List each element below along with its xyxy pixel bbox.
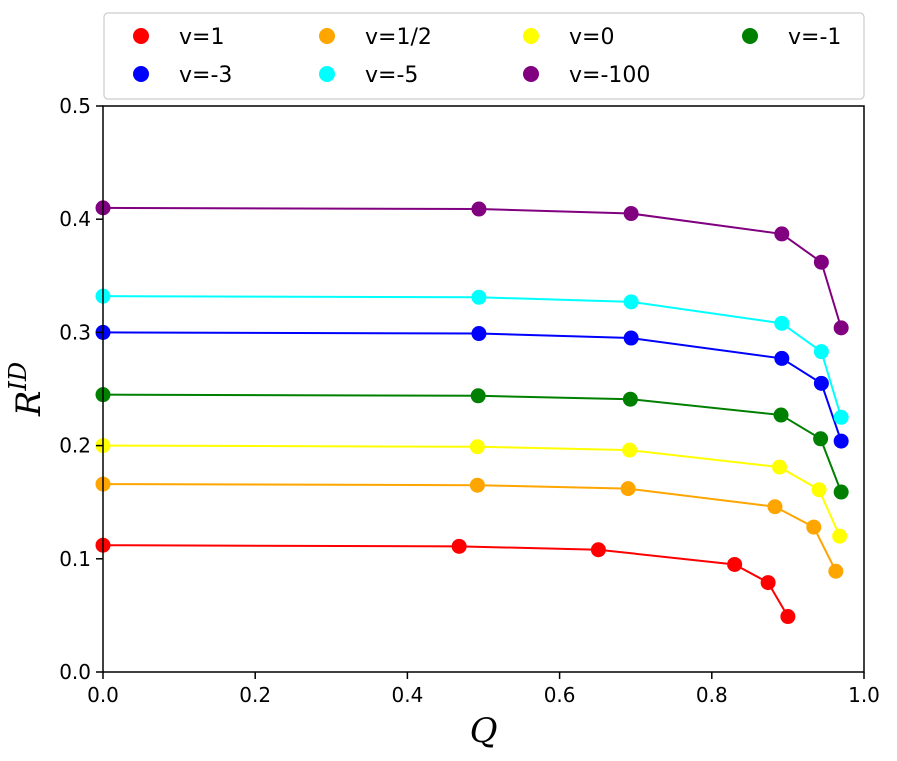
legend-label: v=1/2 [365, 25, 432, 50]
x-tick-label: 0.2 [239, 683, 271, 707]
legend-label: v=-5 [365, 63, 418, 88]
data-point [811, 482, 827, 498]
series-line [102, 544, 789, 618]
data-point [471, 289, 487, 305]
data-point [833, 320, 849, 336]
data-point [620, 481, 636, 497]
legend-marker [319, 28, 335, 44]
data-point [623, 206, 639, 222]
legend-marker [319, 66, 335, 82]
y-tick-label: 0.0 [59, 660, 91, 684]
data-point [760, 575, 776, 591]
x-tick-label: 0.6 [544, 683, 576, 707]
data-point [774, 315, 790, 331]
data-point [469, 439, 485, 455]
legend-label: v=1 [179, 25, 224, 50]
y-tick-label: 0.4 [59, 207, 91, 231]
data-point [590, 542, 606, 558]
series-v=-5 [95, 288, 849, 425]
data-point [774, 226, 790, 242]
data-point [774, 350, 790, 366]
data-point [813, 254, 829, 270]
x-tick-label: 0.4 [391, 683, 423, 707]
data-point [451, 538, 467, 554]
data-point [622, 391, 638, 407]
legend-marker [523, 66, 539, 82]
y-tick-label: 0.1 [59, 547, 91, 571]
series-line [102, 295, 843, 418]
y-tick-label: 0.5 [59, 94, 91, 118]
data-point [622, 442, 638, 458]
x-axis-ticks: 0.0 0.2 0.4 0.6 0.8 1.0 [87, 672, 880, 707]
series-line [102, 206, 843, 329]
legend-entry: v=-5 [319, 63, 418, 88]
data-point [623, 294, 639, 310]
data-point [833, 433, 849, 449]
legend-entry: v=1 [133, 25, 224, 50]
legend-label: v=-100 [569, 63, 650, 88]
data-point [773, 407, 789, 423]
y-axis-label: RID [4, 362, 49, 417]
legend-label: v=-3 [179, 63, 232, 88]
legend-entry: v=-1 [742, 25, 841, 50]
x-axis-label: Q [470, 711, 498, 751]
data-point [832, 528, 848, 544]
series-v=-100 [95, 200, 849, 336]
legend-entries: v=1 v=1/2 v=0 v=-1 v=-3 v=-5 v=-100 [133, 25, 841, 88]
series-line [102, 444, 841, 537]
legend-marker [742, 28, 758, 44]
series-v=-3 [95, 324, 849, 449]
legend-entry: v=-3 [133, 63, 232, 88]
x-tick-label: 0.8 [696, 683, 728, 707]
series-v=0 [95, 438, 848, 544]
series-line [102, 393, 843, 493]
data-point [813, 344, 829, 360]
data-point [813, 431, 829, 447]
data-point [727, 556, 743, 572]
series-v=-1 [95, 387, 849, 500]
legend-box [103, 12, 865, 100]
legend: v=1 v=1/2 v=0 v=-1 v=-3 v=-5 v=-100 [103, 12, 865, 100]
data-point [833, 409, 849, 425]
legend-marker [133, 66, 149, 82]
data-point [470, 388, 486, 404]
legend-entry: v=-100 [523, 63, 650, 88]
data-point [623, 330, 639, 346]
series-v=1/2 [95, 476, 844, 579]
data-point [767, 499, 783, 515]
legend-entry: v=0 [523, 25, 614, 50]
data-point [806, 519, 822, 535]
data-point [469, 477, 485, 493]
data-point [813, 375, 829, 391]
legend-marker [133, 28, 149, 44]
data-point [772, 459, 788, 475]
data-point [471, 326, 487, 342]
y-axis-ticks: 0.0 0.1 0.2 0.3 0.4 0.5 [59, 94, 103, 684]
data-point [833, 484, 849, 500]
legend-marker [523, 28, 539, 44]
data-point [471, 201, 487, 217]
y-axis-label-superscript: ID [4, 362, 32, 392]
series-line [102, 331, 843, 442]
y-axis-label-main: R [9, 391, 49, 418]
y-tick-label: 0.2 [59, 434, 91, 458]
series-line [102, 483, 837, 572]
x-tick-label: 1.0 [848, 683, 880, 707]
x-tick-label: 0.0 [87, 683, 119, 707]
data-point [780, 609, 796, 625]
legend-entry: v=1/2 [319, 25, 432, 50]
data-point [828, 563, 844, 579]
series-layer [95, 200, 849, 625]
legend-label: v=0 [569, 25, 614, 50]
plot-frame [102, 105, 865, 673]
series-v=1 [95, 537, 796, 625]
legend-label: v=-1 [788, 25, 841, 50]
y-tick-label: 0.3 [59, 320, 91, 344]
